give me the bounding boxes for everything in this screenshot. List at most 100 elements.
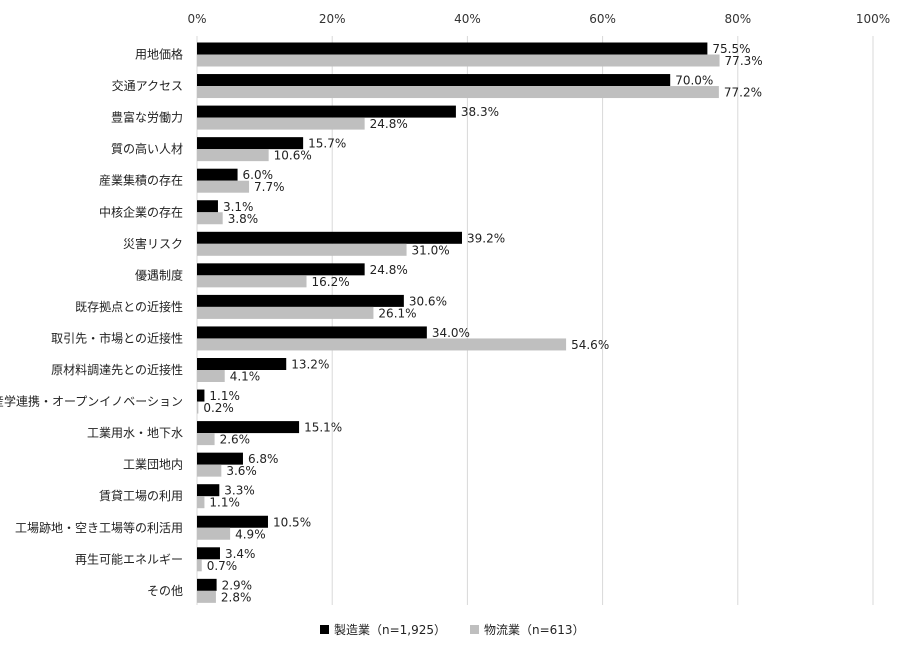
x-axis-ticks: 0% 20% 40% 60% 80% 100% (187, 12, 890, 26)
x-tick-label: 100% (856, 12, 890, 26)
data-label-manufacturing: 6.0% (243, 168, 274, 182)
data-label-logistics: 0.2% (203, 401, 234, 415)
data-label-manufacturing: 3.4% (225, 547, 256, 561)
data-label-manufacturing: 34.0% (432, 326, 470, 340)
bar-logistics (197, 306, 374, 319)
bar-manufacturing (197, 547, 220, 560)
category-label: 質の高い人材 (111, 141, 183, 156)
bar-logistics (197, 433, 215, 446)
bar-manufacturing (197, 105, 456, 118)
category-label: 優遇制度 (135, 267, 183, 282)
data-label-manufacturing: 15.1% (304, 421, 342, 435)
data-label-logistics: 4.9% (235, 527, 266, 541)
bar-manufacturing (197, 137, 304, 150)
data-label-manufacturing: 30.6% (409, 294, 447, 308)
legend: 製造業（n=1,925） 物流業（n=613） (320, 623, 585, 637)
category-label: 工業団地内 (123, 458, 183, 472)
bar-logistics (197, 149, 269, 162)
x-tick-label: 40% (454, 12, 481, 26)
data-label-manufacturing: 38.3% (461, 105, 499, 119)
bar-logistics (197, 590, 216, 603)
bar-logistics (197, 86, 719, 99)
category-label: 工業用水・地下水 (87, 426, 183, 440)
bar-manufacturing (197, 294, 404, 307)
data-label-manufacturing: 13.2% (291, 358, 329, 372)
x-tick-label: 60% (589, 12, 616, 26)
bar-logistics (197, 54, 720, 67)
category-label: 取引先・市場との近接性 (51, 330, 183, 345)
category-label: 中核企業の存在 (99, 204, 183, 219)
category-label: 用地価格 (135, 47, 183, 62)
bar-logistics (197, 117, 365, 130)
category-label: 豊富な労働力 (111, 110, 183, 125)
bar-logistics (197, 180, 250, 193)
bar-logistics (197, 527, 231, 540)
bars (197, 42, 720, 603)
data-label-logistics: 77.2% (724, 86, 762, 100)
data-label-manufacturing: 24.8% (370, 263, 408, 277)
data-label-logistics: 4.1% (230, 370, 261, 384)
data-label-logistics: 31.0% (412, 243, 450, 257)
category-label: 再生可能エネルギー (75, 552, 183, 566)
x-tick-label: 80% (724, 12, 751, 26)
bar-manufacturing (197, 74, 671, 87)
data-label-manufacturing: 2.9% (222, 578, 253, 592)
data-label-logistics: 2.6% (220, 433, 251, 447)
bar-logistics (197, 464, 222, 477)
bar-manufacturing (197, 452, 243, 465)
data-label-logistics: 16.2% (312, 275, 350, 289)
bar-logistics (197, 401, 199, 414)
bar-manufacturing (197, 421, 300, 434)
x-tick-label: 20% (319, 12, 346, 26)
x-tick-label: 0% (187, 12, 206, 26)
bar-manufacturing (197, 515, 268, 528)
bar-manufacturing (197, 42, 708, 55)
data-label-logistics: 1.1% (209, 496, 240, 510)
data-label-logistics: 54.6% (571, 338, 609, 352)
bar-logistics (197, 275, 307, 288)
data-label-manufacturing: 15.7% (308, 137, 346, 151)
category-label: 災害リスク (123, 236, 183, 251)
legend-label-logistics: 物流業（n=613） (484, 623, 585, 637)
data-label-manufacturing: 6.8% (248, 452, 279, 466)
data-label-manufacturing: 1.1% (209, 389, 240, 403)
data-labels: 75.5%77.3% 70.0% 77.2% 38.3% 24.8% 15.7%10.6%… (203, 42, 762, 604)
legend-swatch-logistics (470, 625, 479, 634)
bar-logistics (197, 243, 407, 256)
bar-manufacturing (197, 578, 217, 591)
data-label-manufacturing: 70.0% (675, 74, 713, 88)
bar-manufacturing (197, 326, 427, 339)
legend-swatch-manufacturing (320, 625, 329, 634)
category-label: 原材料調達先との近接性 (51, 362, 183, 377)
data-label-manufacturing: 3.3% (224, 484, 255, 498)
category-label: 産業集積の存在 (99, 173, 183, 188)
category-label: 交通アクセス (112, 78, 183, 93)
data-label-manufacturing: 39.2% (467, 231, 505, 245)
data-label-logistics: 3.8% (228, 212, 258, 226)
data-label-logistics: 0.7% (207, 559, 238, 573)
data-label-logistics: 26.1% (378, 306, 416, 320)
data-label-logistics: 7.7% (254, 180, 285, 194)
data-label-logistics: 3.6% (226, 464, 257, 478)
category-label: 産学連携・オープンイノベーション (0, 394, 183, 409)
data-label-manufacturing: 75.5% (712, 42, 750, 56)
bar-manufacturing (197, 168, 238, 181)
data-label-logistics: 10.6% (274, 149, 312, 163)
bar-logistics (197, 559, 202, 572)
bar-logistics (197, 212, 223, 225)
bar-manufacturing (197, 263, 365, 276)
data-label-logistics: 24.8% (370, 117, 408, 131)
data-label-manufacturing: 10.5% (273, 515, 311, 529)
category-label: 既存拠点との近接性 (75, 299, 183, 314)
category-label: 賃貸工場の利用 (99, 488, 183, 503)
data-label-manufacturing: 3.1% (223, 200, 254, 214)
data-label-logistics: 2.8% (221, 590, 252, 604)
category-labels: 用地価格交通アクセス豊富な労働力質の高い人材産業集積の存在中核企業の存在災害リス… (0, 47, 183, 598)
bar-manufacturing (197, 231, 462, 244)
bar-logistics (197, 370, 225, 382)
bar-manufacturing (197, 200, 218, 213)
data-label-logistics: 77.3% (725, 54, 763, 68)
bar-manufacturing (197, 389, 205, 402)
